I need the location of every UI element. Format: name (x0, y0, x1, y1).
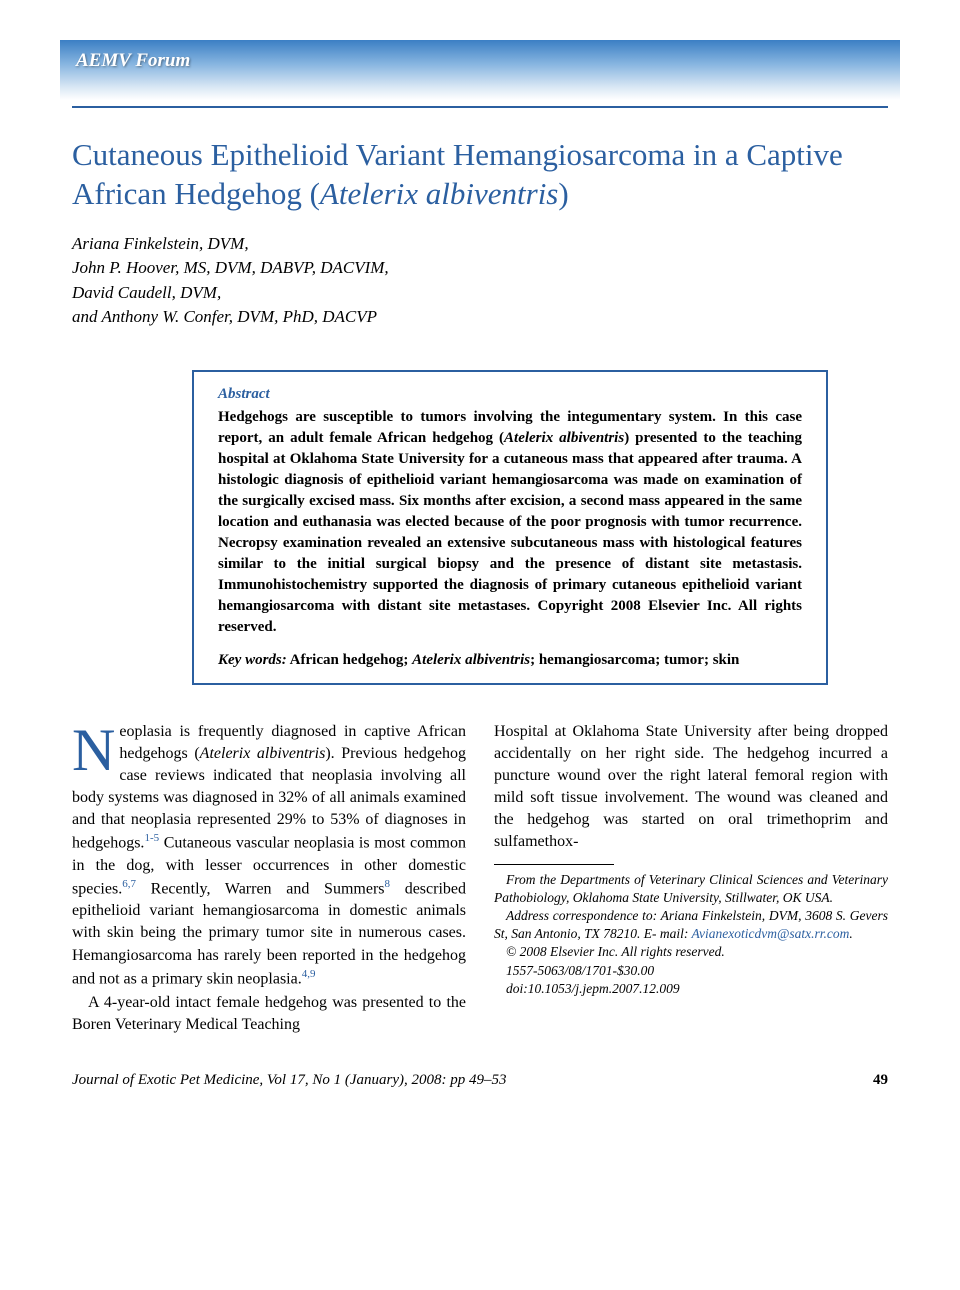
abstract-heading: Abstract (218, 386, 802, 403)
author: John P. Hoover, MS, DVM, DABVP, DACVIM, (72, 256, 888, 281)
title-species: Atelerix albiventris (320, 176, 558, 211)
page-number: 49 (873, 1072, 888, 1089)
keywords-species: Atelerix albiventris (412, 652, 530, 668)
header-banner: AEMV Forum (60, 40, 900, 100)
keywords-post: ; hemangiosarcoma; tumor; skin (530, 652, 739, 668)
author: David Caudell, DVM, (72, 281, 888, 306)
keywords-pre: African hedgehog; (287, 652, 412, 668)
title-close: ) (558, 176, 568, 211)
citation-sup[interactable]: 4,9 (302, 968, 316, 980)
abstract-box: Abstract Hedgehogs are susceptible to tu… (192, 370, 828, 685)
para-3: Hospital at Oklahoma State University af… (494, 721, 888, 853)
section-label: AEMV Forum (76, 50, 190, 71)
journal-citation: Journal of Exotic Pet Medicine, Vol 17, … (72, 1072, 507, 1089)
copyright-line: © 2008 Elsevier Inc. All rights reserved… (494, 943, 888, 961)
page-footer: Journal of Exotic Pet Medicine, Vol 17, … (72, 1072, 888, 1089)
affiliation-correspondence: Address correspondence to: Ariana Finkel… (494, 907, 888, 943)
keywords: Key words: African hedgehog; Atelerix al… (218, 652, 802, 669)
abstract-post: ) presented to the teaching hospital at … (218, 430, 802, 635)
title-rule (72, 106, 888, 108)
article-title: Cutaneous Epithelioid Variant Hemangiosa… (72, 136, 888, 214)
keywords-label: Key words: (218, 652, 287, 668)
p1-species: Atelerix albiventris (200, 745, 326, 762)
corr-end: . (849, 926, 852, 941)
issn-line: 1557-5063/08/1701-$30.00 (494, 962, 888, 980)
correspondence-email[interactable]: Avianexoticdvm@satx.rr.com (692, 926, 850, 941)
doi-line: doi:10.1053/j.jepm.2007.12.009 (494, 980, 888, 998)
author: Ariana Finkelstein, DVM, (72, 232, 888, 257)
author-list: Ariana Finkelstein, DVM, John P. Hoover,… (72, 232, 888, 331)
p1d: Recently, Warren and Summers (136, 880, 385, 897)
column-left: Neoplasia is frequently diagnosed in cap… (72, 721, 466, 1036)
author: and Anthony W. Confer, DVM, PhD, DACVP (72, 305, 888, 330)
abstract-text: Hedgehogs are susceptible to tumors invo… (218, 407, 802, 638)
citation-sup[interactable]: 1-5 (144, 832, 159, 844)
para-1: Neoplasia is frequently diagnosed in cap… (72, 721, 466, 990)
abstract-species: Atelerix albiventris (504, 430, 624, 446)
affiliation-separator (494, 864, 614, 865)
affiliation-dept: From the Departments of Veterinary Clini… (494, 871, 888, 907)
citation-sup[interactable]: 6,7 (122, 878, 136, 890)
column-right: Hospital at Oklahoma State University af… (494, 721, 888, 1036)
body-columns: Neoplasia is frequently diagnosed in cap… (72, 721, 888, 1036)
dropcap: N (72, 721, 119, 776)
para-2: A 4-year-old intact female hedgehog was … (72, 992, 466, 1036)
